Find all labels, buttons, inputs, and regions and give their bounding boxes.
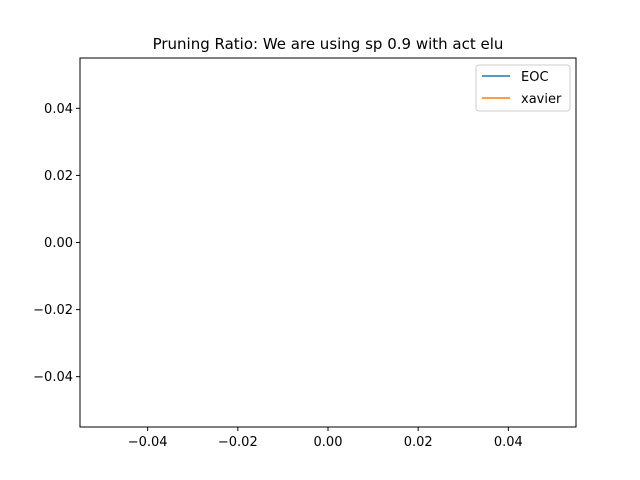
legend-label-eoc: EOC — [521, 70, 549, 85]
legend: EOC xavier — [475, 64, 571, 112]
y-tick-label: −0.02 — [33, 303, 73, 318]
x-axis: −0.04 −0.02 0.00 0.02 0.04 — [128, 427, 523, 450]
legend-label-xavier: xavier — [521, 92, 562, 107]
x-tick-label: −0.04 — [128, 435, 168, 450]
y-tick-label: 0.04 — [44, 102, 73, 117]
plot-area — [79, 57, 577, 428]
y-axis: −0.04 −0.02 0.00 0.02 0.04 — [33, 102, 80, 385]
x-tick-label: 0.02 — [404, 435, 433, 450]
y-tick-label: 0.02 — [44, 169, 73, 184]
chart-title: Pruning Ratio: We are using sp 0.9 with … — [153, 35, 504, 53]
x-tick-label: 0.04 — [494, 435, 523, 450]
y-tick-label: 0.00 — [44, 236, 73, 251]
x-tick-label: 0.00 — [314, 435, 343, 450]
x-tick-label: −0.02 — [218, 435, 258, 450]
y-tick-label: −0.04 — [33, 370, 73, 385]
